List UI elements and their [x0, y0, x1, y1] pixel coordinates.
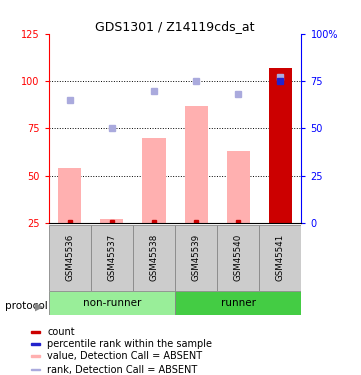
Bar	[49, 225, 91, 291]
Text: GSM45541: GSM45541	[276, 234, 285, 281]
Text: runner: runner	[221, 298, 256, 308]
Title: GDS1301 / Z14119cds_at: GDS1301 / Z14119cds_at	[95, 20, 255, 33]
Text: GSM45537: GSM45537	[108, 234, 116, 281]
Bar	[269, 68, 292, 223]
Text: count: count	[47, 327, 75, 337]
Bar	[91, 225, 133, 291]
Bar	[100, 219, 123, 223]
Bar	[58, 168, 81, 223]
Text: ▶: ▶	[35, 302, 43, 311]
Bar	[31, 343, 40, 345]
Bar	[175, 291, 301, 315]
Bar	[259, 225, 301, 291]
Text: GSM45540: GSM45540	[234, 234, 243, 281]
Bar	[227, 151, 250, 223]
Text: GSM45538: GSM45538	[149, 234, 158, 281]
Bar	[133, 225, 175, 291]
Text: value, Detection Call = ABSENT: value, Detection Call = ABSENT	[47, 351, 203, 361]
Bar	[217, 225, 259, 291]
Text: protocol: protocol	[5, 302, 48, 311]
Text: percentile rank within the sample: percentile rank within the sample	[47, 339, 212, 349]
Bar	[31, 331, 40, 333]
Bar	[175, 225, 217, 291]
Bar	[31, 356, 40, 357]
Bar	[49, 291, 175, 315]
Bar	[184, 106, 208, 223]
Bar	[31, 369, 40, 370]
Text: GSM45539: GSM45539	[192, 234, 201, 281]
Bar	[143, 138, 166, 223]
Text: non-runner: non-runner	[83, 298, 141, 308]
Text: rank, Detection Call = ABSENT: rank, Detection Call = ABSENT	[47, 365, 197, 375]
Text: GSM45536: GSM45536	[65, 234, 74, 281]
